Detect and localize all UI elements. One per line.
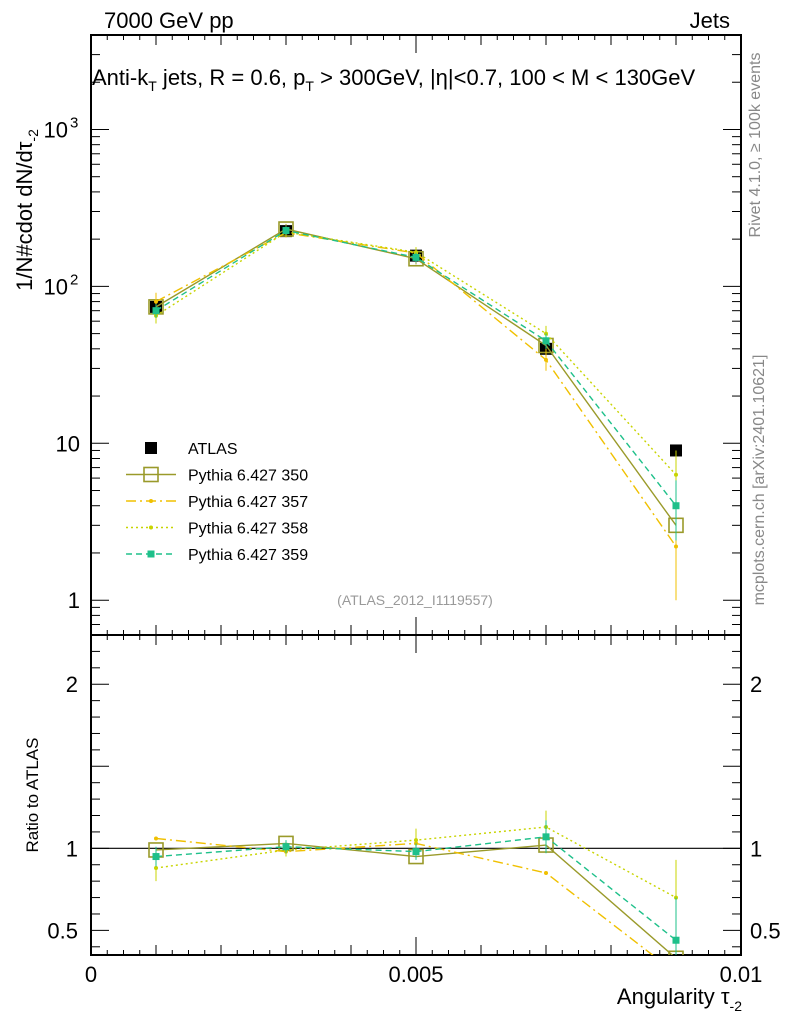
- legend-item: Pythia 6.427 358: [126, 521, 308, 538]
- series-1: [148, 221, 684, 569]
- reference-label: (ATLAS_2012_I1119557): [337, 592, 493, 608]
- x-axis-label: Angularity τ-2: [617, 984, 742, 1014]
- y-tick-exponent: 2: [70, 271, 78, 288]
- legend-item: Pythia 6.427 350: [126, 466, 308, 485]
- data-point: [544, 357, 548, 362]
- ratio-y-axis-label: Ratio to ATLAS: [23, 738, 42, 853]
- legend: ATLAS Pythia 6.427 350 Pythia 6.427 357 Pyt…: [126, 441, 308, 564]
- svg-text:Ratio to ATLAS: Ratio to ATLAS: [23, 738, 42, 853]
- series-line: [155, 231, 677, 476]
- y-tick-label: 10: [44, 274, 68, 299]
- rivet-label: Rivet 4.1.0, ≥ 100k events: [747, 53, 764, 238]
- header-right: Jets: [690, 8, 730, 33]
- ratio-point: [414, 838, 418, 843]
- ratio-series-2: [154, 810, 678, 939]
- ratio-point: [154, 866, 158, 871]
- data-point: [542, 337, 550, 345]
- ratio-point: [152, 853, 160, 861]
- data-point: [674, 544, 678, 549]
- ratio-point: [674, 971, 678, 975]
- ratio-panel: 0 0.005 0.01 0.5 0.5 1 1 2 2: [47, 617, 781, 987]
- series-line: [155, 229, 677, 507]
- svg-text:1/N#cdot dN/dτ-2: 1/N#cdot dN/dτ-2: [12, 129, 41, 291]
- plot-title: Anti-kT jets, R = 0.6, pT > 300GeV, |η|<…: [92, 65, 696, 94]
- legend-label: Pythia 6.427 357: [188, 494, 308, 511]
- series-4: [152, 226, 680, 541]
- legend-marker: [143, 466, 159, 483]
- ratio-point: [154, 836, 158, 841]
- header-left: 7000 GeV pp: [104, 8, 234, 33]
- legend-label: Pythia 6.427 359: [188, 547, 308, 564]
- legend-label: Pythia 6.427 350: [188, 468, 308, 485]
- legend-item: Pythia 6.427 359: [126, 547, 308, 564]
- x-tick-label: 0: [85, 962, 97, 987]
- y-tick-exponent: 3: [70, 114, 78, 131]
- legend-item: ATLAS: [145, 441, 238, 458]
- legend-marker: [145, 442, 157, 454]
- main-frame: [90, 34, 742, 636]
- legend-label: ATLAS: [188, 441, 238, 458]
- data-point: [282, 227, 290, 235]
- svg-text:mcplots.cern.ch [arXiv:2401.10: mcplots.cern.ch [arXiv:2401.10621]: [751, 355, 768, 606]
- data-point: [414, 250, 418, 255]
- svg-text:Rivet 4.1.0, ≥ 100k events: Rivet 4.1.0, ≥ 100k events: [747, 53, 764, 238]
- ratio-point: [542, 833, 550, 841]
- x-tick-label: 0.01: [720, 962, 763, 987]
- data-point: [152, 307, 160, 315]
- y-tick-label: 0.5: [47, 918, 78, 943]
- ratio-point: [282, 843, 290, 851]
- data-point: [672, 502, 680, 510]
- legend-marker: [147, 550, 155, 558]
- mcplots-label: mcplots.cern.ch [arXiv:2401.10621]: [751, 355, 768, 606]
- data-point: [674, 472, 678, 477]
- y-tick-label: 10: [44, 117, 68, 142]
- y-tick-label-right: 1: [750, 836, 762, 861]
- ratio-point: [672, 936, 680, 944]
- x-tick-label: 0.005: [388, 962, 443, 987]
- y-tick-label-right: 2: [750, 672, 762, 697]
- legend-item: Pythia 6.427 357: [126, 494, 308, 511]
- ratio-frame: [90, 634, 742, 956]
- y-tick-label-right: 0.5: [750, 918, 781, 943]
- y-tick-label: 1: [66, 836, 78, 861]
- y-tick-label: 10: [56, 431, 80, 456]
- ratio-point: [544, 870, 548, 875]
- ratio-point: [412, 848, 420, 856]
- y-tick-label: 2: [66, 672, 78, 697]
- legend-label: Pythia 6.427 358: [188, 521, 308, 538]
- data-point: [154, 299, 158, 304]
- legend-marker: [149, 499, 153, 503]
- data-point: [412, 253, 420, 261]
- main-y-axis-label: 1/N#cdot dN/dτ-2: [12, 129, 41, 291]
- y-tick-label: 1: [68, 588, 80, 613]
- ratio-series-3: [152, 820, 680, 955]
- series-2: [154, 227, 678, 601]
- series-line: [155, 231, 677, 547]
- legend-marker: [149, 525, 153, 530]
